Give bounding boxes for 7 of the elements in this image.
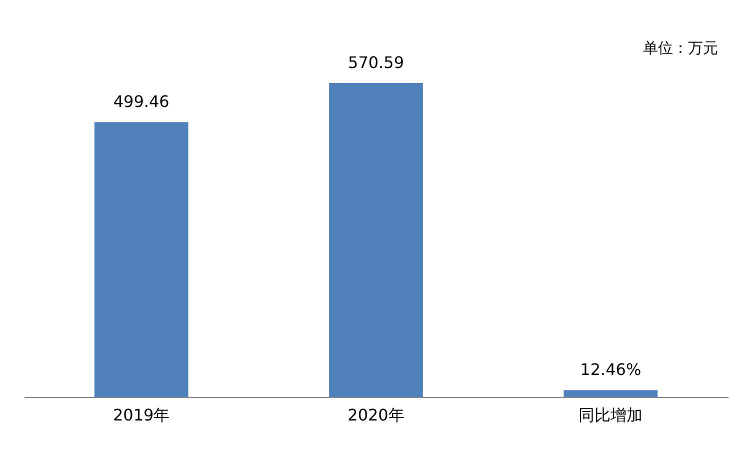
data-label: 570.59 bbox=[348, 53, 404, 72]
x-tick-label: 2020年 bbox=[348, 406, 404, 424]
x-tick-label: 同比增加 bbox=[578, 406, 643, 424]
data-label: 12.46% bbox=[580, 360, 642, 380]
x-tick-label: 2019年 bbox=[112, 406, 170, 424]
data-label: 499.46 bbox=[113, 92, 170, 112]
text: 单位：万元 bbox=[643, 39, 718, 57]
